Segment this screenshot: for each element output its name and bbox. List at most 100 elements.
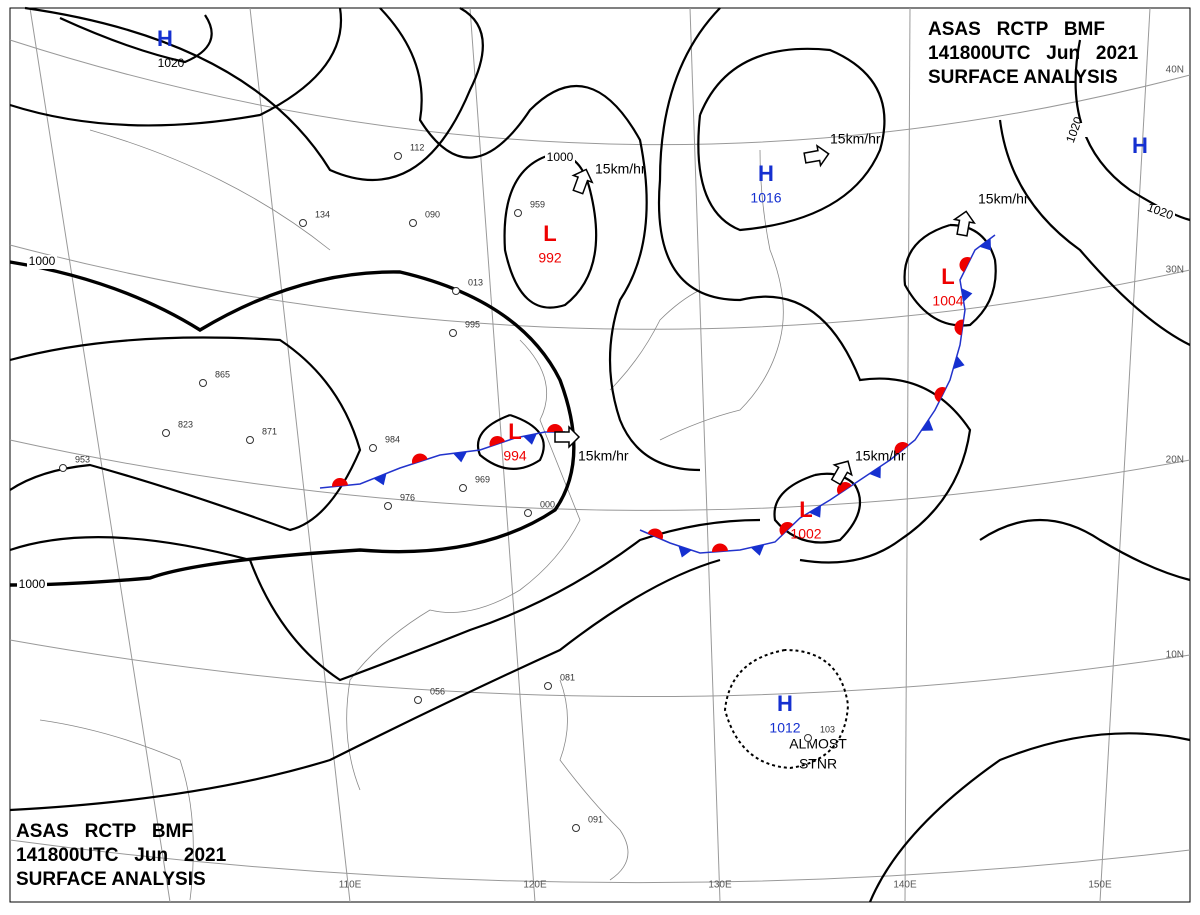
station-value: 969 [475, 474, 490, 484]
station-marker [384, 502, 392, 510]
cold-symbol [953, 355, 965, 370]
isobar [59, 14, 213, 64]
coastline [609, 289, 701, 391]
center-symbol: H [157, 26, 173, 51]
station-value: 959 [530, 199, 545, 209]
header-line: SURFACE ANALYSIS [928, 67, 1118, 88]
label-bg [545, 151, 575, 165]
motion-label: 15km/hr [855, 448, 906, 464]
station-marker [514, 209, 522, 217]
center-value: 1002 [790, 526, 821, 542]
isobar [379, 7, 701, 472]
station-value: 871 [262, 426, 277, 436]
warm-symbol [412, 453, 428, 464]
station-value: 953 [75, 454, 90, 464]
cold-symbol [869, 466, 881, 479]
coastline [559, 679, 629, 881]
isobar [657, 7, 972, 564]
station-value: 134 [315, 209, 330, 219]
parallel [9, 639, 1191, 698]
center-value: 1004 [932, 293, 963, 309]
latitude-label: 10N [1166, 650, 1184, 661]
station-value: 090 [425, 209, 440, 219]
longitude-label: 140E [893, 880, 917, 891]
isobar-label: 1000 [29, 254, 56, 268]
cold-symbol [523, 433, 537, 445]
isobar [773, 472, 862, 544]
cold-symbol [750, 544, 765, 556]
front-line [639, 234, 996, 554]
station-value: 000 [540, 499, 555, 509]
station-value: 112 [410, 142, 424, 152]
motion-label: 15km/hr [595, 161, 646, 177]
cold-symbol [961, 288, 973, 302]
station-marker [544, 682, 552, 690]
station-marker [524, 509, 532, 517]
header-line: ASAS RCTP BMF [928, 19, 1105, 40]
warm-symbol [647, 528, 663, 540]
isobar-label: 1000 [19, 577, 46, 591]
coastline [659, 149, 784, 441]
center-value: 994 [503, 448, 527, 464]
station-marker [449, 329, 457, 337]
station-marker [369, 444, 377, 452]
station-value: 976 [400, 492, 415, 502]
center-value: 1012 [769, 720, 800, 736]
station-marker [299, 219, 307, 227]
graticule [9, 7, 1191, 903]
isobar-dashed [723, 649, 850, 770]
cold-symbol [921, 419, 934, 431]
motion-arrow [803, 144, 830, 168]
motion-label: 15km/hr [830, 131, 881, 147]
center-symbol: L [799, 497, 812, 522]
warm-symbol [712, 543, 728, 553]
isobar [9, 336, 362, 532]
longitude-label: 130E [708, 880, 732, 891]
motion-arrow [571, 168, 594, 195]
cold-symbol [678, 545, 692, 558]
isobar [9, 7, 343, 127]
station-marker [409, 219, 417, 227]
motion-arrow [554, 425, 581, 449]
label-bg [1145, 205, 1175, 219]
isobar [979, 518, 1191, 582]
station-marker [414, 696, 422, 704]
header-line: ASAS RCTP BMF [16, 821, 193, 842]
header-line: 141800UTC Jun 2021 [16, 845, 227, 866]
labels: ASAS RCTP BMF 141800UTC Jun 2021 SURFACE A… [16, 19, 1184, 891]
isobar [24, 6, 484, 182]
station-marker [162, 429, 170, 437]
center-value: 992 [538, 250, 562, 266]
parallel [9, 39, 1191, 146]
warm-symbol [489, 436, 506, 447]
motion-arrow [830, 460, 853, 486]
center-value: 1020 [158, 56, 185, 70]
warm-symbol [332, 478, 348, 487]
motion-label: 15km/hr [978, 191, 1029, 207]
center-symbol: L [543, 221, 556, 246]
station-marker [804, 734, 812, 742]
fronts [319, 144, 996, 558]
center-symbol: H [777, 691, 793, 716]
cold-symbol [979, 238, 991, 251]
station-value: 995 [465, 319, 480, 329]
warm-symbol [954, 319, 964, 336]
station-value: 984 [385, 434, 400, 444]
latitude-label: 20N [1166, 455, 1184, 466]
map-frame [9, 7, 1191, 903]
isobar-label: 1000 [547, 150, 574, 164]
parallel [9, 439, 1191, 511]
center-symbol: H [1132, 133, 1148, 158]
longitude-label: 120E [523, 880, 547, 891]
longitude-label: 150E [1088, 880, 1112, 891]
station-marker [59, 464, 67, 472]
station-value: 081 [560, 672, 575, 682]
station-value: 056 [430, 686, 445, 696]
cold-symbol [453, 451, 467, 463]
annotation: ALMOST [789, 736, 847, 752]
center-value: 1016 [750, 190, 781, 206]
label-bg [17, 578, 47, 592]
isobar [998, 119, 1191, 346]
meridian [689, 7, 721, 903]
